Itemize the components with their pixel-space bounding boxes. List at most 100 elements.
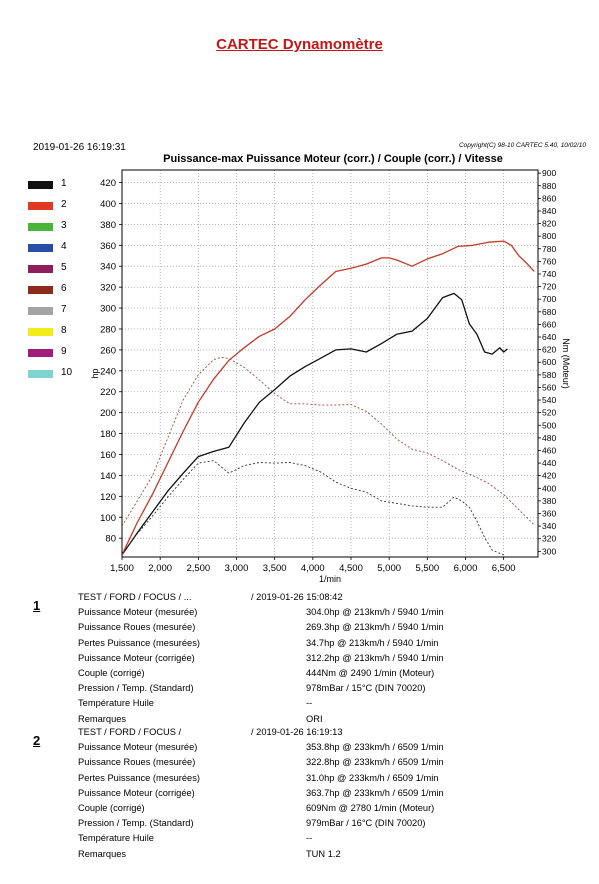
result-value: 353.8hp @ 233km/h / 6509 1/min bbox=[306, 742, 444, 753]
x-tick-label: 1,500 bbox=[110, 563, 134, 574]
result-label: Remarques bbox=[78, 848, 127, 859]
legend-swatch bbox=[28, 349, 53, 357]
x-tick-label: 5,500 bbox=[415, 563, 439, 574]
y-tick-label: 280 bbox=[100, 324, 116, 335]
y-axis-label: hp bbox=[90, 368, 100, 378]
result-value: 609Nm @ 2780 1/min (Moteur) bbox=[306, 803, 435, 813]
result-value: -- bbox=[306, 698, 313, 709]
y2-tick-label: 560 bbox=[542, 382, 556, 392]
x-tick-label: 4,000 bbox=[301, 563, 325, 574]
legend-swatch bbox=[28, 244, 53, 252]
x-tick-label: 4,500 bbox=[339, 563, 363, 574]
result-value: 31.0hp @ 233km/h / 6509 1/min bbox=[306, 772, 439, 783]
y2-tick-label: 700 bbox=[542, 294, 556, 304]
y-tick-label: 240 bbox=[100, 366, 116, 377]
y2-tick-label: 820 bbox=[542, 219, 556, 229]
test-name: TEST / FORD / FOCUS / bbox=[78, 727, 182, 737]
result-value: 363.7hp @ 233km/h / 6509 1/min bbox=[306, 787, 444, 798]
legend-label: 7 bbox=[61, 304, 67, 315]
x-tick-label: 6,000 bbox=[454, 563, 478, 574]
result-label: Puissance Moteur (corrigée) bbox=[78, 787, 195, 798]
result-label: Puissance Roues (mesurée) bbox=[78, 757, 196, 768]
y2-tick-label: 460 bbox=[542, 445, 556, 455]
y2-tick-label: 360 bbox=[542, 509, 556, 519]
y2-tick-label: 720 bbox=[542, 282, 556, 292]
report-datetime: 2019-01-26 16:19:31 bbox=[33, 142, 126, 153]
y2-tick-label: 740 bbox=[542, 269, 556, 279]
x-tick-label: 2,500 bbox=[186, 563, 210, 574]
test-number: 2 bbox=[33, 733, 41, 748]
result-label: Température Huile bbox=[78, 833, 154, 844]
result-value: 979mBar / 16°C (DIN 70020) bbox=[306, 818, 426, 829]
y2-tick-label: 380 bbox=[542, 496, 556, 506]
result-value: 978mBar / 15°C (DIN 70020) bbox=[306, 683, 426, 694]
result-label: Pertes Puissance (mesurées) bbox=[78, 772, 200, 783]
y2-tick-label: 840 bbox=[542, 206, 556, 216]
legend-label: 3 bbox=[61, 220, 67, 231]
result-value: 269.3hp @ 213km/h / 5940 1/min bbox=[306, 622, 444, 633]
y2-tick-label: 540 bbox=[542, 395, 556, 405]
result-value: 34.7hp @ 213km/h / 5940 1/min bbox=[306, 637, 439, 648]
y2-tick-label: 760 bbox=[542, 256, 556, 266]
y2-tick-label: 660 bbox=[542, 319, 556, 329]
x-tick-label: 3,000 bbox=[225, 563, 249, 574]
legend-label: 9 bbox=[61, 346, 67, 357]
legend-label: 1 bbox=[61, 178, 67, 189]
x-tick-label: 3,500 bbox=[263, 563, 287, 574]
test-date: / 2019-01-26 15:08:42 bbox=[251, 592, 343, 602]
y2-tick-label: 500 bbox=[542, 420, 556, 430]
legend-swatch bbox=[28, 223, 53, 231]
x-tick-label: 2,000 bbox=[148, 563, 172, 574]
y2-axis-label: Nm (Moteur) bbox=[561, 338, 571, 389]
x-axis-label: 1/min bbox=[319, 574, 341, 584]
copyright-text: Copyright(C) 98-10 CARTEC 5.40, 10/02/10 bbox=[458, 142, 586, 149]
result-value: 304.0hp @ 213km/h / 5940 1/min bbox=[306, 607, 444, 618]
series-power-run-2 bbox=[122, 240, 535, 556]
legend-label: 8 bbox=[61, 325, 67, 336]
y2-tick-label: 320 bbox=[542, 534, 556, 544]
chart-title: Puissance-max Puissance Moteur (corr.) /… bbox=[163, 153, 503, 165]
legend-swatch bbox=[28, 328, 53, 336]
test-name: TEST / FORD / FOCUS / ... bbox=[78, 592, 192, 602]
y-tick-label: 260 bbox=[100, 345, 116, 356]
legend-label: 10 bbox=[61, 367, 73, 378]
series-power-run-1 bbox=[122, 292, 508, 556]
y-tick-label: 360 bbox=[100, 241, 116, 252]
y2-tick-label: 640 bbox=[542, 332, 556, 342]
y2-tick-label: 580 bbox=[542, 370, 556, 380]
y2-tick-label: 800 bbox=[542, 231, 556, 241]
y-tick-label: 180 bbox=[100, 429, 116, 440]
legend-label: 5 bbox=[61, 262, 67, 273]
test-number: 1 bbox=[33, 598, 41, 613]
y2-tick-label: 340 bbox=[542, 521, 556, 531]
legend-swatch bbox=[28, 307, 53, 315]
y2-tick-label: 480 bbox=[542, 433, 556, 443]
y-tick-label: 220 bbox=[100, 387, 116, 398]
legend-swatch bbox=[28, 265, 53, 273]
plot-frame bbox=[121, 169, 539, 558]
y-tick-label: 120 bbox=[100, 492, 116, 503]
result-value: ORI bbox=[306, 713, 323, 724]
series-torque-run-1 bbox=[122, 460, 504, 556]
result-label: Puissance Moteur (mesurée) bbox=[78, 607, 198, 618]
y-tick-label: 320 bbox=[100, 283, 116, 294]
y2-tick-label: 780 bbox=[542, 244, 556, 254]
y2-tick-label: 620 bbox=[542, 345, 556, 355]
legend-label: 4 bbox=[61, 241, 67, 252]
y-tick-label: 200 bbox=[100, 408, 116, 419]
result-value: 444Nm @ 2490 1/min (Moteur) bbox=[306, 668, 435, 678]
y2-tick-label: 900 bbox=[542, 168, 556, 178]
y-tick-label: 100 bbox=[100, 513, 116, 524]
result-value: 312.2hp @ 213km/h / 5940 1/min bbox=[306, 652, 444, 663]
y2-tick-label: 680 bbox=[542, 307, 556, 317]
legend-label: 6 bbox=[61, 283, 67, 294]
x-tick-label: 5,000 bbox=[377, 563, 401, 574]
result-label: Remarques bbox=[78, 713, 127, 724]
legend-swatch bbox=[28, 286, 53, 294]
result-label: Puissance Moteur (corrigée) bbox=[78, 652, 195, 663]
y2-tick-label: 880 bbox=[542, 181, 556, 191]
legend-label: 2 bbox=[61, 199, 67, 210]
y-tick-label: 300 bbox=[100, 304, 116, 315]
result-label: Puissance Roues (mesurée) bbox=[78, 622, 196, 633]
